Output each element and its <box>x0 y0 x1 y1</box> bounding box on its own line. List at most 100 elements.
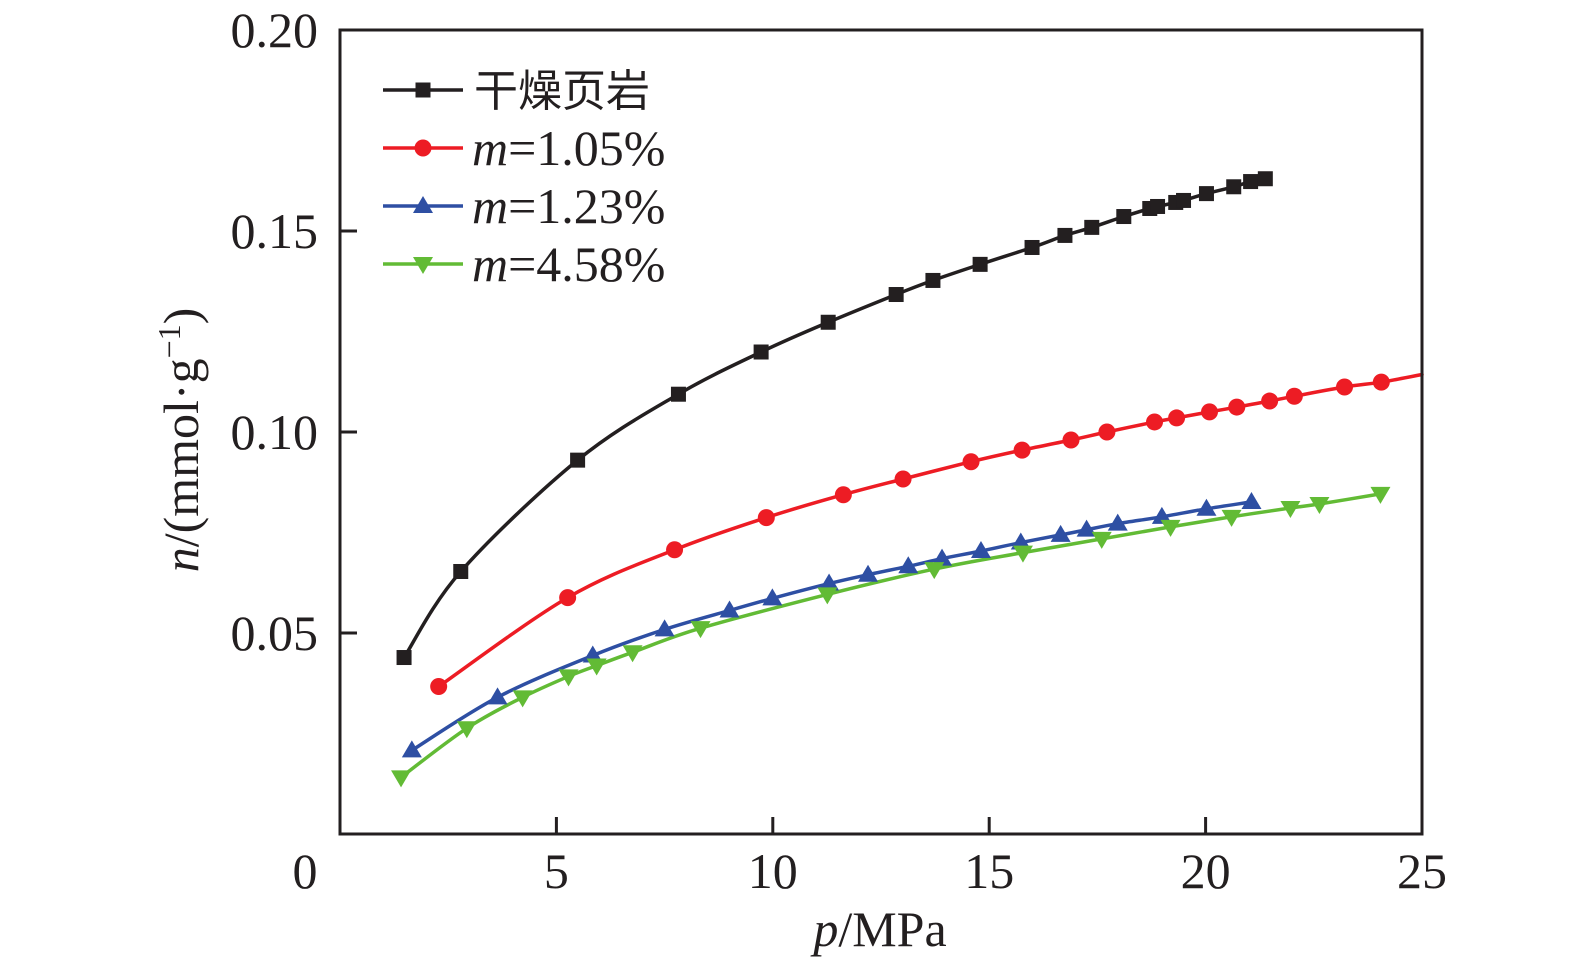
data-point-s1-1 <box>559 589 577 607</box>
legend-label: m=1.23% <box>472 178 665 234</box>
data-point-s3-11 <box>1160 519 1181 537</box>
data-point-s0-16 <box>1176 192 1192 208</box>
data-point-s2-9 <box>932 548 953 566</box>
data-point-s2-11 <box>1010 532 1031 550</box>
data-point-s3-10 <box>1091 531 1112 549</box>
y-axis-unit-superscript: −1 <box>151 324 187 358</box>
data-point-s3-1 <box>456 721 477 739</box>
y-axis-unit-close: ) <box>153 308 209 325</box>
data-point-s1-11 <box>1168 409 1186 427</box>
legend-marker-triangle-down <box>413 257 433 274</box>
y-tick-label: 0.05 <box>231 605 319 661</box>
x-tick-label: 25 <box>1397 843 1447 899</box>
data-point-s3-0 <box>391 770 412 788</box>
x-axis-ticks: 5 10 15 20 25 <box>544 817 1447 899</box>
series-markers <box>391 171 1391 788</box>
data-point-s2-3 <box>654 619 675 637</box>
y-axis-title: n/(mmol·g−1) <box>151 308 209 573</box>
data-point-s1-17 <box>1372 373 1390 391</box>
data-point-s3-14 <box>1309 496 1330 514</box>
data-point-s1-16 <box>1336 378 1354 396</box>
data-point-s1-3 <box>757 509 775 527</box>
data-point-s1-6 <box>962 453 980 471</box>
x-tick-label: 10 <box>748 843 798 899</box>
data-point-s0-9 <box>1024 239 1040 255</box>
data-point-s0-19 <box>1243 174 1259 190</box>
data-point-s0-8 <box>972 256 988 272</box>
data-point-s0-2 <box>570 452 586 468</box>
data-point-s1-8 <box>1062 431 1080 449</box>
data-point-s1-12 <box>1200 403 1218 421</box>
data-point-s3-4 <box>586 658 607 676</box>
data-point-s0-17 <box>1198 186 1214 202</box>
legend-marker-square <box>415 82 431 98</box>
data-point-s3-7 <box>817 587 838 605</box>
data-point-s0-1 <box>453 563 469 579</box>
data-point-s1-7 <box>1013 441 1031 459</box>
series-line-2 <box>410 500 1254 753</box>
data-point-s0-20 <box>1257 171 1273 187</box>
data-point-s1-0 <box>430 677 448 695</box>
data-point-s1-5 <box>894 470 912 488</box>
data-point-s0-0 <box>396 650 412 666</box>
legend-label: m=4.58% <box>472 236 665 292</box>
data-point-s1-4 <box>834 486 852 504</box>
data-point-s2-10 <box>970 540 991 558</box>
data-point-s2-12 <box>1050 524 1071 542</box>
y-axis-ticks: 0.05 0.10 0.15 0.20 <box>231 2 357 661</box>
data-point-s1-15 <box>1285 387 1303 405</box>
data-point-s2-2 <box>582 645 603 663</box>
legend-entry-0: 干燥页岩 <box>383 66 650 117</box>
data-point-s1-14 <box>1261 392 1279 410</box>
data-point-s2-16 <box>1196 498 1217 516</box>
y-tick-label: 0.20 <box>231 2 319 58</box>
y-axis-variable: n <box>153 547 209 572</box>
series-line-3 <box>399 492 1383 780</box>
data-point-s1-2 <box>666 541 684 559</box>
y-tick-label: 0.10 <box>231 404 319 460</box>
legend-marker-triangle-up <box>413 196 433 213</box>
data-point-s3-8 <box>924 562 945 580</box>
data-point-s0-6 <box>888 287 904 303</box>
data-point-s2-8 <box>898 556 919 574</box>
data-point-s2-1 <box>487 687 508 705</box>
data-point-s1-13 <box>1228 398 1246 416</box>
data-point-s0-11 <box>1084 219 1100 235</box>
data-point-s2-14 <box>1107 513 1128 531</box>
data-point-s2-0 <box>401 740 422 758</box>
x-tick-label: 20 <box>1181 843 1231 899</box>
x-tick-label: 5 <box>544 843 569 899</box>
data-point-s3-6 <box>690 621 711 639</box>
data-point-s3-9 <box>1012 545 1033 563</box>
data-point-s3-12 <box>1221 509 1242 527</box>
x-axis-title: p/MPa <box>810 901 946 957</box>
x-axis-variable: p <box>810 901 838 957</box>
data-point-s3-3 <box>558 669 579 687</box>
data-point-s0-10 <box>1057 227 1073 243</box>
legend-entry-3: m=4.58% <box>383 236 665 292</box>
data-point-s2-17 <box>1241 491 1262 509</box>
data-point-s0-18 <box>1226 179 1242 195</box>
legend-label: m=1.05% <box>472 120 665 176</box>
x-axis-unit: /MPa <box>838 901 946 957</box>
data-point-s1-10 <box>1146 413 1164 431</box>
data-point-s2-5 <box>762 588 783 606</box>
data-point-s2-6 <box>819 573 840 591</box>
data-point-s0-4 <box>753 344 769 360</box>
legend-label: 干燥页岩 <box>474 66 650 117</box>
data-point-s0-3 <box>670 386 686 402</box>
data-point-s2-13 <box>1076 519 1097 537</box>
y-axis-unit: /(mmol·g <box>153 358 209 547</box>
data-point-s2-7 <box>858 564 879 582</box>
data-point-s0-5 <box>820 314 836 330</box>
x-tick-label: 15 <box>964 843 1014 899</box>
data-point-s3-5 <box>622 645 643 663</box>
data-point-s3-2 <box>512 690 533 708</box>
legend-entry-2: m=1.23% <box>383 178 665 234</box>
y-tick-label: 0.15 <box>231 203 319 259</box>
legend-marker-circle <box>414 139 432 157</box>
legend-entry-1: m=1.05% <box>383 120 665 176</box>
data-point-s2-4 <box>719 600 740 618</box>
